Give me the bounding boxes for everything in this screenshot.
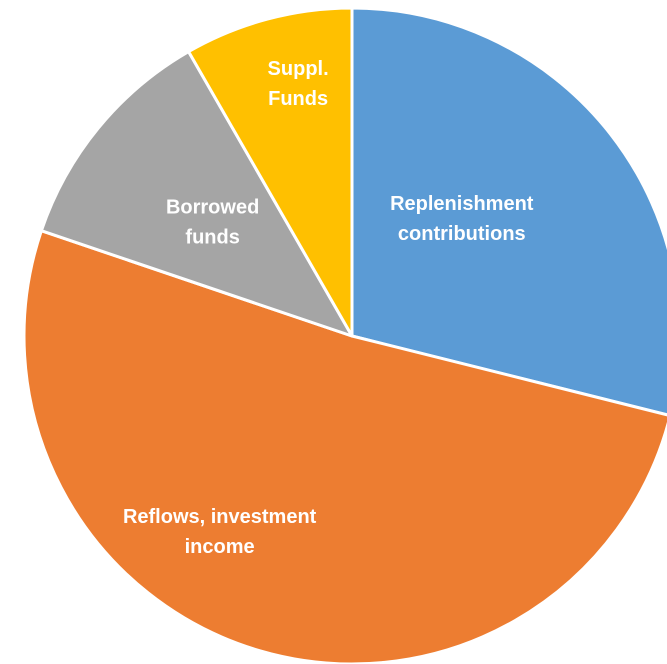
pie-slice-suppl [187, 6, 354, 338]
pie-slice-reflows [22, 229, 667, 664]
pie-slice-borrowed [39, 50, 354, 338]
slice-label-line: Reflows, investment [123, 506, 317, 528]
slice-label-line: Funds [268, 88, 328, 110]
slice-labels: Replenishment contributions Reflows, inves… [123, 58, 534, 558]
slice-label-replenishment: Replenishment contributions [390, 193, 534, 245]
slice-label-line: income [185, 536, 255, 558]
slice-label-line: funds [185, 226, 239, 248]
slice-label-suppl: Suppl. Funds [268, 58, 329, 110]
slice-label-reflows: Reflows, investment income [123, 506, 317, 558]
slice-label-line: Replenishment [390, 193, 534, 215]
slice-label-borrowed: Borrowed funds [166, 196, 259, 248]
slice-label-line: contributions [398, 223, 526, 245]
pie-slices [22, 6, 667, 664]
slice-label-line: Borrowed [166, 196, 259, 218]
pie-slice-replenishment [350, 6, 667, 417]
slice-label-line: Suppl. [268, 58, 329, 80]
